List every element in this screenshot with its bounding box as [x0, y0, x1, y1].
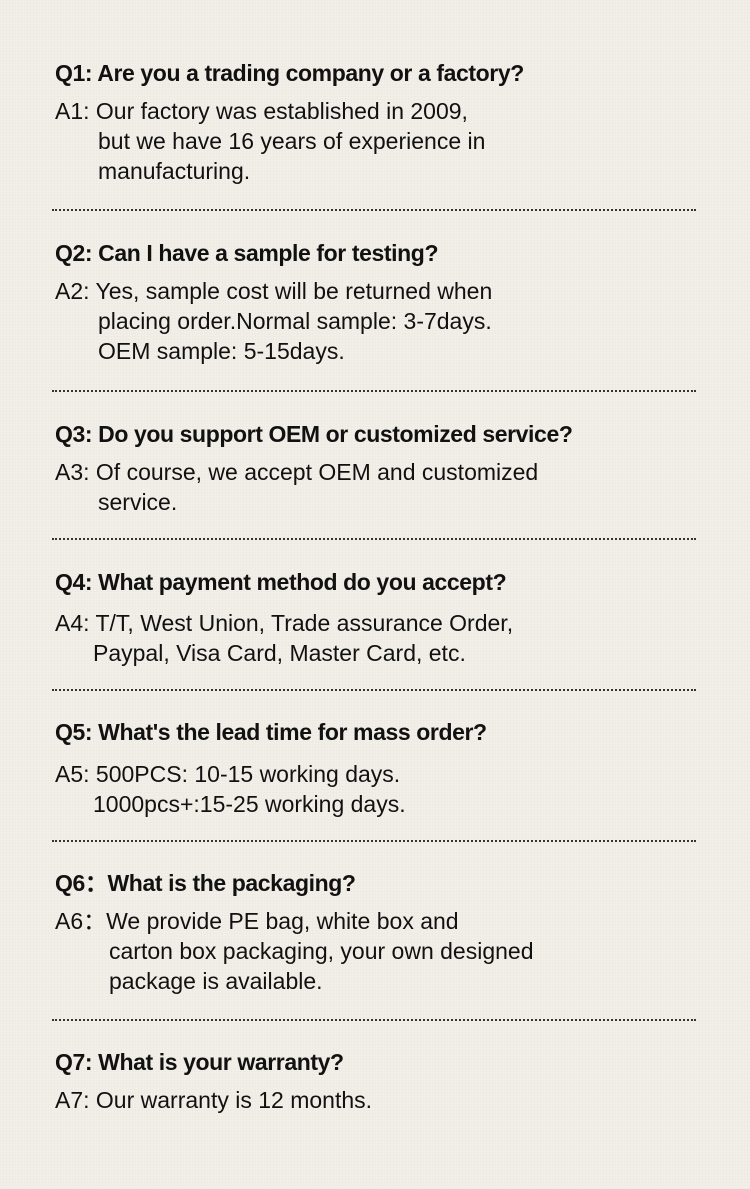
answer-line: A7: Our warranty is 12 months. [55, 1087, 373, 1113]
question: Q4: What payment method do you accept? [55, 569, 507, 595]
dotted-divider [52, 538, 696, 540]
dotted-divider [52, 840, 696, 842]
answer-line: A5: 500PCS: 10-15 working days. [55, 761, 401, 787]
answer-line: A6：We provide PE bag, white box and [55, 908, 459, 934]
question: Q2: Can I have a sample for testing? [55, 240, 439, 266]
faq-item-4: Q4: What payment method do you accept? A… [55, 567, 705, 668]
answer-line: service. [98, 489, 178, 515]
answer-line: carton box packaging, your own designed [109, 938, 534, 964]
dotted-divider [52, 689, 696, 691]
answer-line: A3: Of course, we accept OEM and customi… [55, 459, 539, 485]
answer: A1: Our factory was established in 2009,… [55, 96, 705, 186]
question: Q7: What is your warranty? [55, 1049, 344, 1075]
answer-line: package is available. [109, 968, 323, 994]
answer: A7: Our warranty is 12 months. [55, 1085, 705, 1115]
faq-item-5: Q5: What's the lead time for mass order?… [55, 717, 705, 819]
question: Q6：What is the packaging? [55, 870, 356, 896]
answer: A4: T/T, West Union, Trade assurance Ord… [55, 608, 705, 668]
answer-line: A2: Yes, sample cost will be returned wh… [55, 278, 493, 304]
answer-line: 1000pcs+:15-25 working days. [93, 791, 406, 817]
faq-item-6: Q6：What is the packaging? A6：We provide … [55, 868, 705, 996]
answer: A6：We provide PE bag, white box and cart… [55, 906, 705, 996]
answer: A3: Of course, we accept OEM and customi… [55, 457, 705, 517]
faq-item-1: Q1: Are you a trading company or a facto… [55, 58, 705, 186]
faq-item-7: Q7: What is your warranty? A7: Our warra… [55, 1047, 705, 1115]
dotted-divider [52, 209, 696, 211]
dotted-divider [52, 1019, 696, 1021]
faq-item-3: Q3: Do you support OEM or customized ser… [55, 419, 705, 517]
question: Q3: Do you support OEM or customized ser… [55, 421, 573, 447]
dotted-divider [52, 390, 696, 392]
answer-line: Paypal, Visa Card, Master Card, etc. [93, 640, 466, 666]
answer-line: A1: Our factory was established in 2009, [55, 98, 468, 124]
question: Q1: Are you a trading company or a facto… [55, 60, 524, 86]
answer-line: placing order.Normal sample: 3-7days. [98, 308, 492, 334]
answer: A2: Yes, sample cost will be returned wh… [55, 276, 705, 366]
faq-item-2: Q2: Can I have a sample for testing? A2:… [55, 238, 705, 366]
answer-line: A4: T/T, West Union, Trade assurance Ord… [55, 610, 514, 636]
answer: A5: 500PCS: 10-15 working days. 1000pcs+… [55, 759, 705, 819]
answer-line: manufacturing. [98, 158, 251, 184]
question: Q5: What's the lead time for mass order? [55, 719, 487, 745]
answer-line: but we have 16 years of experience in [98, 128, 486, 154]
answer-line: OEM sample: 5-15days. [98, 338, 345, 364]
